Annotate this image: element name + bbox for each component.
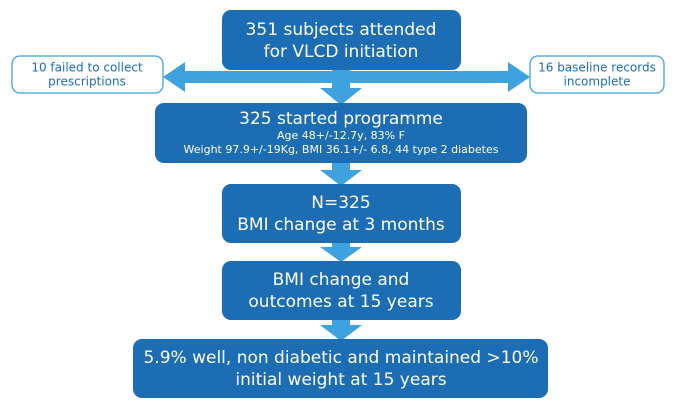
side-note-box (11, 55, 164, 94)
side-note-text: prescriptions (48, 75, 126, 89)
down-arrow (320, 320, 362, 341)
node-text: Weight 97.9+/-19Kg, BMI 36.1+/- 6.8, 44 … (184, 143, 499, 156)
node-text: 5.9% well, non diabetic and maintained >… (143, 348, 538, 368)
node-text: N=325 (311, 193, 370, 213)
node-text: initial weight at 15 years (235, 370, 446, 390)
node-box (133, 339, 548, 398)
node-box (222, 184, 461, 243)
node-text: BMI change and (273, 270, 410, 290)
node-text: 351 subjects attended (246, 20, 437, 40)
side-note-text: 16 baseline records (538, 61, 656, 75)
side-note-text: 10 failed to collect (31, 61, 143, 75)
node-box (222, 10, 461, 70)
side-note-box (529, 55, 665, 94)
node-text: Age 48+/-12.7y, 83% F (277, 129, 405, 142)
node-text: 325 started programme (239, 109, 443, 129)
side-note-text: incomplete (564, 75, 631, 89)
node-text: for VLCD initiation (264, 42, 419, 62)
down-arrow (320, 243, 362, 262)
node-box (155, 103, 527, 163)
down-arrow (320, 163, 362, 186)
node-text: outcomes at 15 years (248, 292, 433, 312)
node-box (222, 261, 461, 320)
down-arrow (320, 70, 362, 105)
node-text: BMI change at 3 months (237, 215, 445, 235)
